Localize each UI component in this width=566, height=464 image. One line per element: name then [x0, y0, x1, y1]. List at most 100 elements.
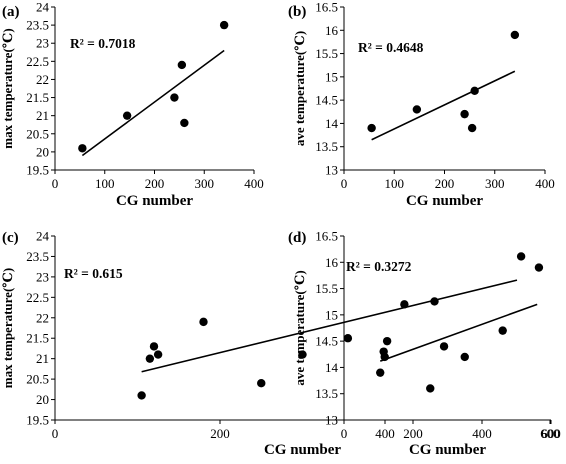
x-tick-label-0-1: 100 — [95, 176, 115, 191]
y-tick-label-3-7: 16.5 — [315, 229, 338, 244]
y-tick-label-1-7: 16.5 — [315, 0, 338, 15]
y-tick-label-1-4: 15 — [325, 69, 338, 84]
y-axis-title-0: max temperature(℃) — [0, 28, 15, 148]
x-tick-label-2-1: 200 — [210, 426, 230, 441]
data-point-0-2 — [170, 93, 179, 102]
y-tick-label-2-1: 20 — [36, 392, 49, 407]
panel-letter-2: (c) — [2, 230, 19, 246]
panel-letter-1: (b) — [288, 4, 306, 20]
x-axis-title-3: CG number — [409, 442, 486, 458]
y-tick-label-3-4: 15 — [325, 307, 338, 322]
y-tick-label-3-0: 13 — [325, 413, 338, 428]
y-tick-label-2-7: 23 — [36, 269, 49, 284]
data-point-0-1 — [122, 111, 132, 120]
data-point-1-0 — [367, 123, 376, 133]
y-tick-label-0-2: 20.5 — [26, 126, 49, 141]
data-point-3-6 — [439, 342, 449, 351]
x-tick-label-3-1: 200 — [403, 426, 423, 441]
y-tick-label-0-8: 23.5 — [26, 18, 49, 33]
y-tick-label-0-5: 22 — [36, 72, 49, 87]
data-point-3-7 — [460, 352, 469, 362]
data-point-1-1 — [412, 105, 422, 114]
panel-letter-0: (a) — [2, 4, 20, 20]
r-squared-label-1: R² = 0.4648 — [358, 40, 424, 55]
data-point-2-4 — [199, 317, 208, 327]
x-tick-label-0-4: 400 — [244, 176, 264, 191]
trendline-2 — [141, 279, 518, 373]
x-tick-label-0-3: 300 — [195, 176, 215, 191]
y-tick-label-2-6: 22.5 — [26, 290, 49, 305]
x-tick-label-0-2: 200 — [145, 176, 165, 191]
data-point-2-8 — [430, 297, 439, 306]
data-point-3-3 — [382, 336, 392, 346]
x-tick-label-1-1: 100 — [385, 176, 405, 191]
y-tick-label-3-5: 15.5 — [315, 281, 338, 296]
y-tick-label-2-8: 23.5 — [26, 249, 49, 264]
y-tick-label-3-2: 14 — [325, 360, 339, 375]
data-point-3-5 — [426, 384, 435, 393]
data-point-2-5 — [257, 379, 266, 388]
y-tick-label-1-2: 14 — [325, 116, 339, 131]
trendline-3 — [379, 303, 538, 362]
x-tick-label-2-0: 0 — [52, 426, 59, 441]
data-point-1-3 — [467, 123, 477, 133]
y-tick-label-0-1: 20 — [36, 144, 49, 159]
y-tick-label-1-5: 15.5 — [315, 46, 338, 61]
data-point-0-5 — [219, 20, 229, 30]
trendline-1 — [371, 70, 516, 141]
y-tick-label-2-0: 19.5 — [26, 413, 49, 428]
y-tick-label-3-3: 14.5 — [315, 334, 338, 349]
data-point-1-4 — [470, 86, 479, 96]
x-tick-label-3-3: 600 — [541, 426, 561, 441]
x-axis-title-2: CG number — [264, 442, 341, 458]
y-tick-label-2-2: 20.5 — [26, 372, 49, 387]
y-tick-label-1-3: 14.5 — [315, 93, 338, 108]
x-tick-label-1-3: 300 — [485, 176, 505, 191]
y-tick-label-2-4: 21.5 — [26, 331, 49, 346]
y-tick-label-1-0: 13 — [325, 163, 338, 178]
y-tick-label-0-7: 23 — [36, 36, 49, 51]
data-point-2-6 — [298, 350, 307, 359]
x-tick-label-2-2: 400 — [375, 426, 395, 441]
data-point-0-0 — [78, 144, 87, 153]
y-tick-label-3-6: 16 — [325, 255, 339, 270]
x-axis-title-0: CG number — [116, 193, 193, 209]
r-squared-label-3: R² = 0.3272 — [346, 259, 412, 274]
y-tick-label-0-6: 22.5 — [26, 54, 49, 69]
data-point-1-5 — [510, 30, 520, 40]
data-point-2-7 — [343, 334, 353, 343]
y-axis-title-1: ave temperature(℃) — [292, 31, 307, 146]
x-tick-label-0-0: 0 — [52, 176, 59, 191]
data-point-2-9 — [516, 252, 526, 261]
data-point-3-4 — [400, 300, 409, 309]
y-tick-label-2-9: 24 — [36, 229, 50, 244]
y-tick-label-3-1: 13.5 — [315, 386, 338, 401]
data-point-2-2 — [149, 342, 159, 351]
r-squared-label-0: R² = 0.7018 — [70, 36, 136, 51]
x-tick-label-1-2: 200 — [435, 176, 455, 191]
y-axis-title-3: ave temperature(℃) — [292, 270, 307, 385]
y-tick-label-0-4: 21.5 — [26, 90, 49, 105]
data-point-3-8 — [498, 326, 507, 335]
trendline-0 — [81, 49, 225, 157]
y-tick-label-2-5: 22 — [36, 310, 49, 325]
data-point-2-3 — [153, 350, 163, 359]
y-tick-label-0-3: 21 — [36, 108, 49, 123]
x-tick-label-1-0: 0 — [341, 176, 348, 191]
data-point-3-9 — [534, 263, 544, 272]
y-tick-label-1-6: 16 — [325, 23, 339, 38]
y-tick-label-0-0: 19.5 — [26, 163, 49, 178]
panel-letter-3: (d) — [288, 230, 306, 246]
x-tick-label-2-3: 600 — [540, 426, 560, 441]
data-point-0-3 — [177, 60, 187, 70]
y-tick-label-0-9: 24 — [36, 0, 50, 15]
data-point-3-0 — [376, 368, 385, 377]
y-tick-label-2-3: 21 — [36, 351, 49, 366]
x-tick-label-3-2: 400 — [472, 426, 492, 441]
y-tick-label-1-1: 13.5 — [315, 139, 338, 154]
data-point-1-2 — [460, 109, 469, 119]
x-tick-label-3-0: 0 — [341, 426, 348, 441]
data-point-3-2 — [380, 352, 389, 362]
x-tick-label-1-4: 400 — [535, 176, 555, 191]
